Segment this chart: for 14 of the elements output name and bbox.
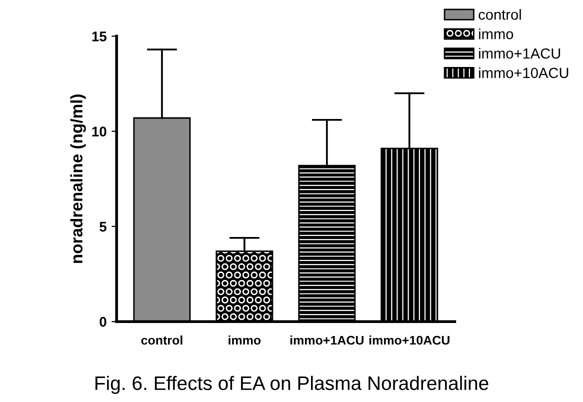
x-tick-label: immo [228,335,261,345]
legend-label: immo+10ACU [479,67,568,78]
y-axis-title: noradrenaline (ng/ml) [70,94,86,263]
legend-label: immo [479,28,514,40]
caption: Fig. 6. Effects of EA on Plasma Noradrenaline [95,376,488,394]
y-tick-label: 5 [100,222,106,232]
x-tick-label: immo+1ACU [290,335,364,345]
y-tick-label: 0 [100,316,106,327]
legend-label: immo+1ACU [479,48,560,59]
x-tick-label: immo+10ACU [369,335,450,345]
x-tick-label: control [141,335,182,345]
y-tick-label: 15 [92,32,106,42]
y-tick-label: 10 [92,126,106,136]
legend-label: control [478,9,521,20]
